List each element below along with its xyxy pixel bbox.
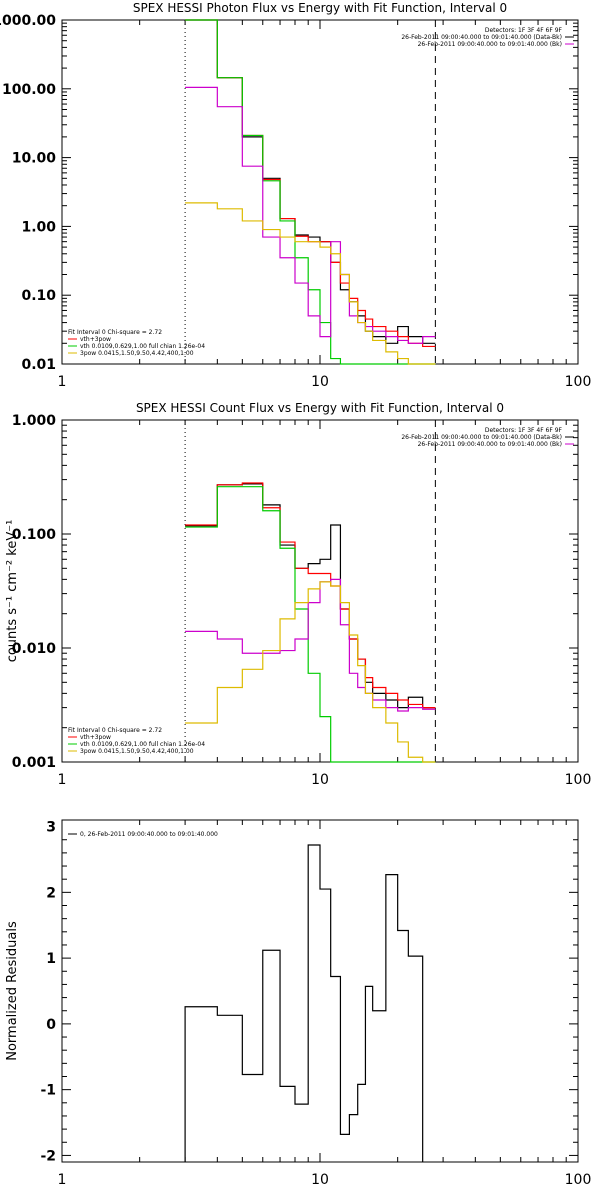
data-series-line: [185, 19, 436, 344]
y-tick-label: 0.10: [21, 288, 56, 304]
legend-entry: vth+3pow: [80, 336, 111, 343]
y-tick-label: 0.010: [12, 641, 57, 657]
legend-entry: vth 0.0109,0.629,1.00 full chian 1.26e-0…: [80, 343, 205, 350]
y-tick-label: 100.00: [2, 82, 56, 98]
legend-entry: Fit Interval 0 Chi-square = 2.72: [68, 329, 162, 336]
data-series-line: [185, 86, 436, 344]
x-tick-label: 1: [58, 374, 67, 390]
y-axis-label: Normalized Residuals: [5, 921, 20, 1061]
data-series-line: [185, 581, 436, 763]
x-tick-label: 10: [311, 374, 329, 390]
y-tick-label: 0.001: [12, 755, 56, 771]
header-annotation: 26-Feb-2011 09:00:40.000 to 09:01:40.000…: [401, 434, 562, 441]
legend-entry: 0, 26-Feb-2011 09:00:40.000 to 09:01:40.…: [80, 831, 218, 838]
x-tick-label: 100: [565, 772, 592, 788]
count-flux-title: SPEX HESSI Count Flux vs Energy with Fit…: [136, 401, 504, 415]
photon-flux-panel: SPEX HESSI Photon Flux vs Energy with Fi…: [0, 1, 591, 390]
y-tick-label: 3: [46, 820, 56, 836]
legend-entry: 3pow 0.0415,1.50,9.50,4.42,400,1.00: [80, 350, 194, 357]
y-tick-label: -1: [40, 1083, 56, 1099]
photon-flux-title: SPEX HESSI Photon Flux vs Energy with Fi…: [133, 1, 507, 15]
y-tick-label: 10.00: [12, 151, 57, 167]
y-tick-label: 0: [46, 1017, 56, 1033]
header-annotation: 26-Feb-2011 09:00:40.000 to 09:01:40.000…: [418, 441, 562, 448]
legend-entry: Fit Interval 0 Chi-square = 2.72: [68, 727, 162, 734]
data-series-line: [185, 19, 436, 365]
data-series-line: [185, 19, 436, 348]
x-tick-label: 10: [311, 772, 329, 788]
legend-entry: 3pow 0.0415,1.50,9.50,4.42,400,1.00: [80, 748, 194, 755]
data-series-line: [184, 844, 424, 1162]
x-tick-label: 100: [565, 1172, 592, 1188]
y-tick-label: 0.01: [21, 357, 56, 373]
header-annotation: Detectors: 1F 3F 4F 6F 9F: [485, 427, 563, 434]
header-annotation: 26-Feb-2011 09:00:40.000 to 09:01:40.000…: [401, 34, 562, 41]
data-series-line: [185, 483, 436, 709]
count-flux-panel: SPEX HESSI Count Flux vs Energy with Fit…: [5, 401, 591, 788]
x-tick-label: 100: [565, 374, 592, 390]
data-series-line: [185, 578, 436, 712]
legend-entry: vth+3pow: [80, 734, 111, 741]
header-annotation: Detectors: 1F 3F 4F 6F 9F: [485, 27, 563, 34]
y-tick-label: 0.100: [12, 527, 57, 543]
y-tick-label: 1: [46, 951, 56, 967]
legend-entry: vth 0.0109,0.629,1.00 full chian 1.26e-0…: [80, 741, 205, 748]
x-tick-label: 10: [311, 1172, 329, 1188]
y-tick-label: -2: [40, 1148, 56, 1164]
data-series-line: [185, 486, 436, 763]
header-annotation: 26-Feb-2011 09:00:40.000 to 09:01:40.000…: [418, 41, 562, 48]
x-tick-label: 1: [58, 1172, 67, 1188]
y-tick-label: 1.00: [21, 219, 56, 235]
data-series-line: [185, 482, 436, 709]
y-tick-label: 1.000: [12, 413, 57, 429]
residuals-panel: 1 10 100 -2 -1 0 1 2 3 Normalized Residuals 0, 26-…: [5, 819, 592, 1188]
y-axis-label: counts s⁻¹ cm⁻² keV⁻¹: [5, 520, 20, 663]
x-tick-label: 1: [58, 772, 67, 788]
data-series-line: [185, 202, 436, 365]
y-tick-label: 2: [46, 885, 56, 901]
